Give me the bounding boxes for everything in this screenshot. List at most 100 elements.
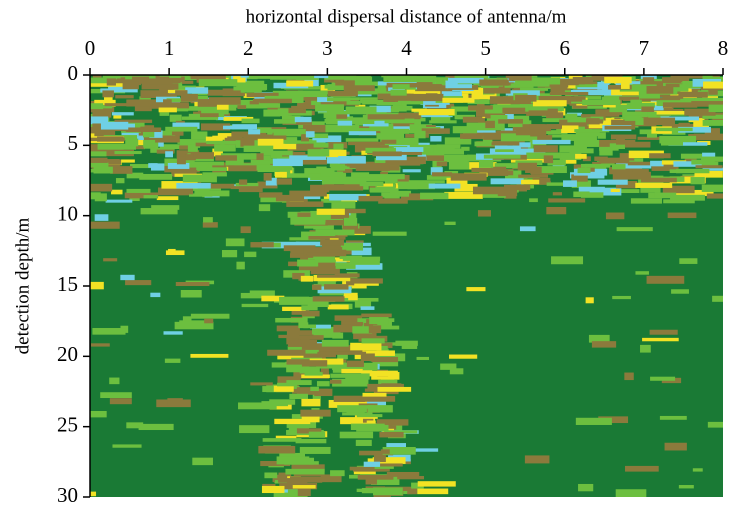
radargram-texture <box>515 130 545 136</box>
radargram-texture <box>612 171 651 180</box>
radargram-texture <box>185 87 209 94</box>
radargram-texture <box>704 120 723 126</box>
radargram-texture <box>378 198 408 204</box>
radargram-texture <box>348 131 377 136</box>
radargram-texture <box>258 446 296 454</box>
radargram-texture <box>598 416 629 424</box>
radargram-texture <box>93 166 113 174</box>
radargram-texture <box>390 89 407 96</box>
radargram-texture <box>301 134 309 142</box>
radargram-texture <box>92 75 102 79</box>
radargram-texture <box>460 87 492 94</box>
radargram-texture <box>90 148 107 157</box>
radargram-texture <box>330 373 354 378</box>
radargram-texture <box>196 165 207 171</box>
radargram-texture <box>379 432 404 438</box>
radargram-texture <box>207 89 238 96</box>
radargram-texture <box>580 192 604 198</box>
radargram-texture <box>273 119 297 124</box>
radargram-texture <box>333 395 366 402</box>
radargram-texture <box>318 262 336 268</box>
radargram-texture <box>423 147 434 153</box>
radargram-texture <box>360 353 375 362</box>
radargram-texture <box>662 95 684 99</box>
radargram-texture <box>649 153 671 159</box>
radargram-texture <box>321 243 341 249</box>
radargram-texture <box>356 465 394 469</box>
radargram-texture <box>704 128 720 135</box>
radargram-texture <box>571 105 607 109</box>
radargram-texture <box>310 172 346 181</box>
radargram-texture <box>344 76 373 82</box>
radargram-texture <box>350 81 374 87</box>
radargram-texture <box>133 145 146 150</box>
radargram-texture <box>533 145 558 153</box>
radargram-texture <box>578 483 594 492</box>
radargram-texture <box>312 326 327 335</box>
radargram-texture <box>701 156 723 162</box>
radargram-texture <box>286 380 312 386</box>
radargram-texture <box>521 179 540 185</box>
radargram-texture <box>110 166 133 174</box>
radargram-texture <box>352 398 387 406</box>
radargram-texture <box>430 135 442 142</box>
radargram-texture <box>329 193 367 201</box>
radargram-texture <box>323 110 348 118</box>
radargram-texture <box>333 351 367 355</box>
radargram-texture <box>276 325 300 332</box>
radargram-texture <box>254 100 279 107</box>
radargram-texture <box>649 97 681 101</box>
radargram-texture <box>662 77 681 84</box>
radargram-texture <box>155 140 164 147</box>
radargram-texture <box>215 155 237 161</box>
radargram-texture <box>684 108 716 116</box>
radargram-texture <box>90 78 114 84</box>
radargram-texture <box>346 211 357 220</box>
radargram-texture <box>667 212 697 219</box>
radargram-texture <box>249 290 275 299</box>
radargram-texture <box>287 143 324 151</box>
radargram-texture <box>261 485 285 494</box>
radargram-texture <box>273 131 302 136</box>
radargram-texture <box>306 252 340 257</box>
radargram-texture <box>301 344 338 350</box>
x-tick-label: 2 <box>243 36 254 60</box>
radargram-texture <box>662 129 686 135</box>
radargram-texture <box>286 330 316 336</box>
radargram-texture <box>230 186 254 190</box>
radargram-texture <box>537 135 553 141</box>
radargram-texture <box>619 96 640 101</box>
radargram-texture <box>351 247 372 256</box>
radargram-texture <box>131 76 150 84</box>
radargram-texture <box>125 127 162 133</box>
radargram-texture <box>477 210 492 217</box>
radargram-texture <box>372 360 399 367</box>
radargram-texture <box>575 417 612 425</box>
radargram-texture <box>418 109 455 116</box>
radargram-texture <box>265 177 278 186</box>
radargram-texture <box>345 138 379 142</box>
radargram-texture <box>673 161 702 167</box>
radargram-texture <box>360 306 375 310</box>
radargram-texture <box>611 164 626 170</box>
radargram-texture <box>257 138 284 147</box>
radargram-texture <box>311 100 321 106</box>
radargram-texture <box>471 91 497 100</box>
radargram-texture <box>279 296 313 305</box>
radargram-texture <box>430 81 458 89</box>
radargram-texture <box>693 121 709 128</box>
radargram-texture <box>619 153 635 161</box>
radargram-texture <box>691 101 723 107</box>
radargram-texture <box>680 153 713 159</box>
radargram-texture <box>112 444 142 448</box>
radargram-texture <box>382 142 406 149</box>
radargram-texture <box>241 118 260 124</box>
radargram-texture <box>287 489 301 496</box>
radargram-texture <box>346 100 361 105</box>
radargram-texture <box>165 151 174 158</box>
radargram-texture <box>702 152 716 158</box>
radargram-texture <box>462 132 498 139</box>
radargram-texture <box>630 99 642 107</box>
radargram-texture <box>350 342 382 351</box>
